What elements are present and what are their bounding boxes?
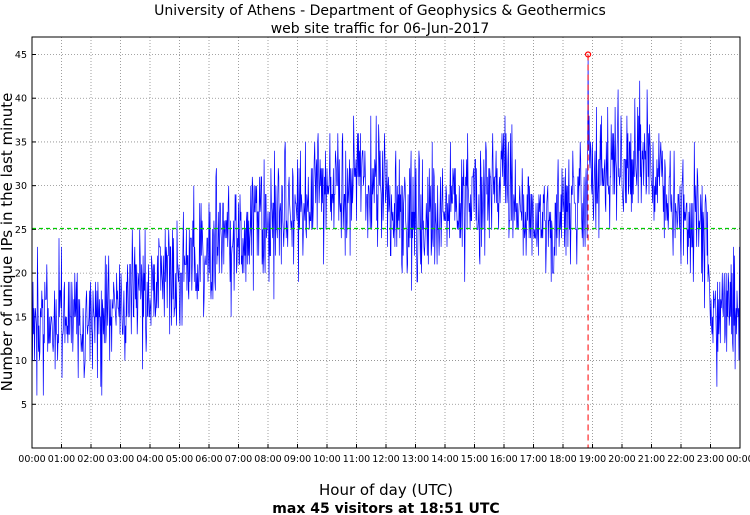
y-tick-label: 5	[21, 400, 27, 411]
plot-frame	[31, 36, 741, 449]
x-tick-label: 17:00	[520, 454, 547, 465]
x-tick-label: 21:00	[638, 454, 665, 465]
max-marker-point	[584, 51, 592, 58]
x-tick-label: 08:00	[254, 454, 281, 465]
y-tick-label: 10	[15, 356, 27, 367]
x-tick-label: 10:00	[313, 454, 340, 465]
y-tick-label: 30	[15, 181, 27, 192]
y-tick-label: 25	[15, 225, 27, 236]
x-tick-label: 14:00	[431, 454, 458, 465]
x-tick-label: 11:00	[343, 454, 370, 465]
chart-subtitle: web site traffic for 06-Jun-2017	[271, 21, 490, 37]
x-tick-label: 20:00	[608, 454, 635, 465]
x-tick-label: 03:00	[107, 454, 134, 465]
y-tick-label: 45	[15, 50, 27, 61]
x-tick-label: 04:00	[136, 454, 163, 465]
plot-area	[32, 37, 740, 448]
y-tick-label: 15	[15, 312, 27, 323]
max-visitors-note: max 45 visitors at 18:51 UTC	[272, 501, 499, 515]
y-axis-label: Number of unique IPs in the last minute	[0, 93, 16, 392]
x-tick-label: 12:00	[372, 454, 399, 465]
x-tick-label: 00:00	[18, 454, 45, 465]
grid-lines	[32, 37, 740, 448]
x-tick-label: 22:00	[667, 454, 694, 465]
x-tick-label: 13:00	[402, 454, 429, 465]
x-axis-label: Hour of day (UTC)	[319, 481, 453, 499]
x-tick-label: 09:00	[284, 454, 311, 465]
series-group	[31, 51, 741, 448]
x-tick-label: 16:00	[490, 454, 517, 465]
y-tick-label: 40	[15, 94, 27, 105]
x-tick-label: 19:00	[579, 454, 606, 465]
x-tick-label: 06:00	[195, 454, 222, 465]
x-tick-label: 00:00	[726, 454, 750, 465]
x-tick-label: 02:00	[77, 454, 104, 465]
x-tick-label: 07:00	[225, 454, 252, 465]
x-tick-label: 01:00	[48, 454, 75, 465]
x-tick-label: 23:00	[697, 454, 724, 465]
chart-title: University of Athens - Department of Geo…	[154, 3, 606, 19]
traffic-series-line	[31, 54, 741, 396]
x-tick-label: 18:00	[549, 454, 576, 465]
y-tick-label: 35	[15, 137, 27, 148]
x-tick-label: 15:00	[461, 454, 488, 465]
y-tick-label: 20	[15, 269, 27, 280]
axis-ticks: 00:00 01:00 02:00 03:00 04:00 05:00 06:00 07:00…	[15, 50, 750, 465]
x-tick-label: 05:00	[166, 454, 193, 465]
